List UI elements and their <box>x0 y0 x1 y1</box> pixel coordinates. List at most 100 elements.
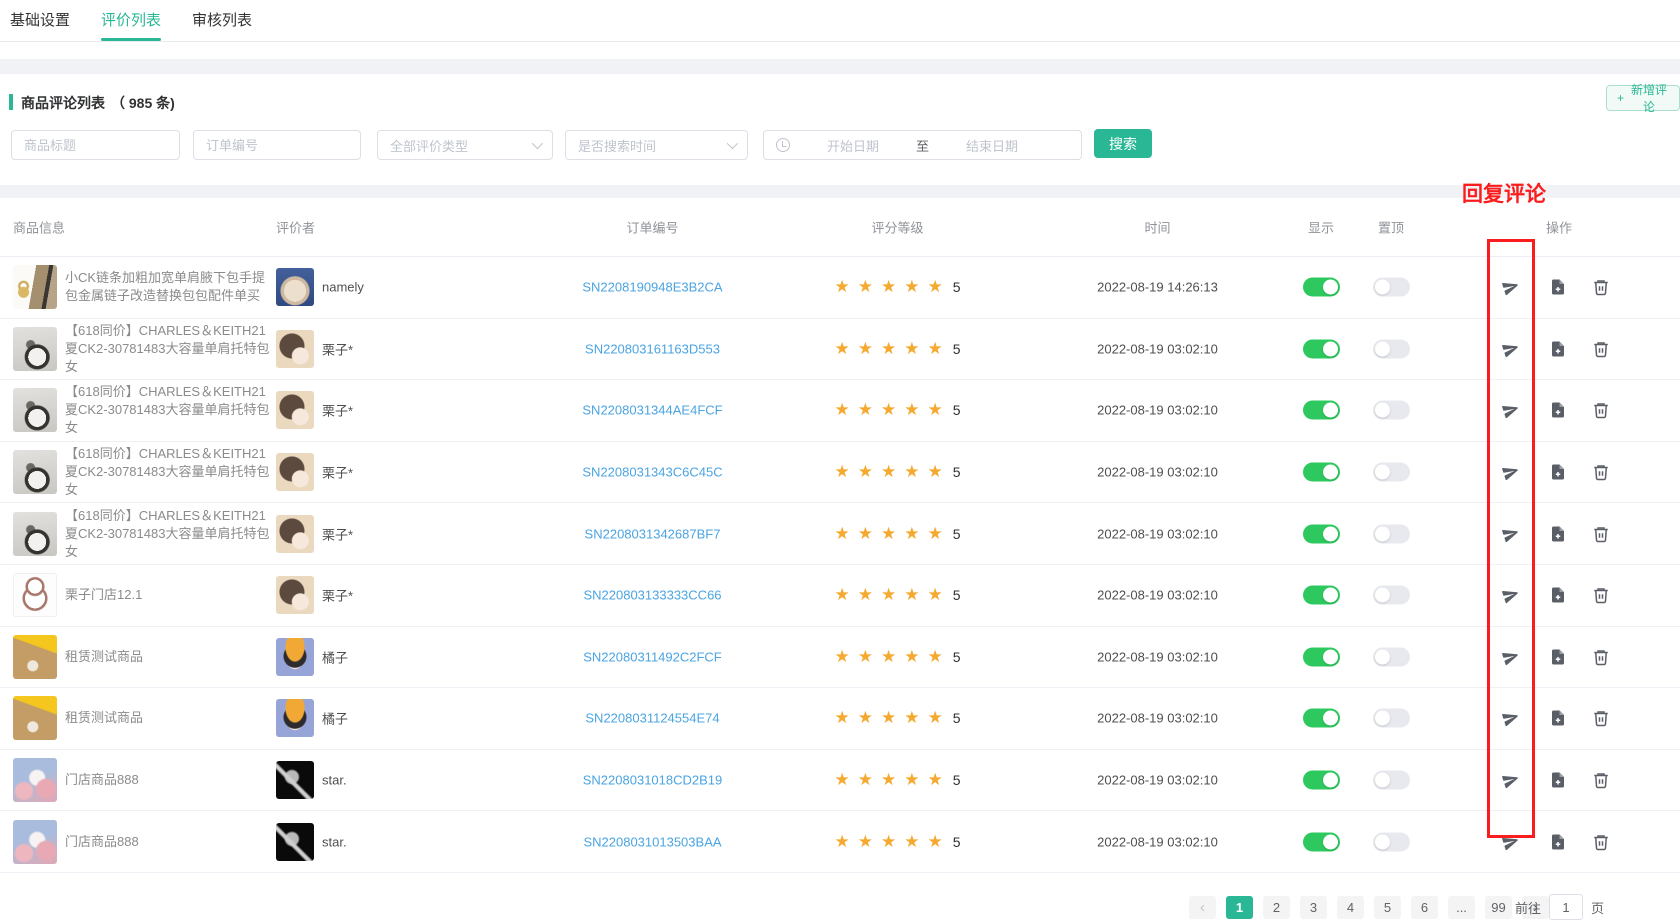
start-date-field[interactable]: 开始日期 <box>826 138 879 154</box>
show-toggle[interactable] <box>1303 832 1340 852</box>
tab-基础设置[interactable]: 基础设置 <box>10 12 71 29</box>
date-range-picker[interactable]: 开始日期 至 结束日期 <box>763 130 1082 160</box>
copy-review-button[interactable] <box>1549 833 1567 851</box>
show-toggle[interactable] <box>1303 585 1340 605</box>
tab-审核列表[interactable]: 审核列表 <box>192 12 253 29</box>
order-number-link[interactable]: SN22080311492C2FCF <box>583 649 722 665</box>
pin-toggle[interactable] <box>1373 339 1410 359</box>
review-time: 2022-08-19 03:02:10 <box>1097 649 1218 665</box>
page-button-5[interactable]: 5 <box>1374 896 1401 919</box>
copy-review-button[interactable] <box>1549 463 1567 481</box>
page-button-6[interactable]: 6 <box>1411 896 1438 919</box>
copy-review-button[interactable] <box>1549 340 1567 358</box>
page-button-4[interactable]: 4 <box>1337 896 1364 919</box>
file-plus-icon <box>1552 772 1564 788</box>
reply-send-button[interactable] <box>1502 648 1520 666</box>
copy-review-button[interactable] <box>1549 525 1567 543</box>
chevron-down-icon <box>726 137 739 150</box>
delete-button[interactable] <box>1592 833 1610 851</box>
panel-count: （ 985 条) <box>111 95 175 111</box>
next-page-button[interactable]: › <box>1522 896 1549 919</box>
reply-send-button[interactable] <box>1502 401 1520 419</box>
order-number-link[interactable]: SN2208031124554E74 <box>585 710 720 726</box>
order-number-link[interactable]: SN2208031343C6C45C <box>582 464 723 480</box>
pin-toggle[interactable] <box>1373 524 1410 544</box>
show-toggle[interactable] <box>1303 524 1340 544</box>
copy-review-button[interactable] <box>1549 648 1567 666</box>
delete-button[interactable] <box>1592 771 1610 789</box>
delete-button[interactable] <box>1592 463 1610 481</box>
reply-send-button[interactable] <box>1502 463 1520 481</box>
show-toggle[interactable] <box>1303 770 1340 790</box>
order-number-link[interactable]: SN2208031018CD2B19 <box>582 772 723 788</box>
delete-button[interactable] <box>1592 648 1610 666</box>
paper-plane-icon <box>1502 714 1518 727</box>
pin-toggle[interactable] <box>1373 462 1410 482</box>
pin-toggle[interactable] <box>1373 770 1410 790</box>
reply-send-button[interactable] <box>1502 340 1520 358</box>
show-toggle[interactable] <box>1303 708 1340 728</box>
pin-toggle[interactable] <box>1373 585 1410 605</box>
order-number-link[interactable]: SN220803133333CC66 <box>583 587 722 603</box>
show-toggle[interactable] <box>1303 647 1340 667</box>
copy-review-button[interactable] <box>1549 278 1567 296</box>
order-number-link[interactable]: SN2208031342687BF7 <box>584 526 721 542</box>
pin-toggle[interactable] <box>1373 277 1410 297</box>
pin-toggle[interactable] <box>1373 708 1410 728</box>
more-pages-button[interactable]: ... <box>1448 896 1475 919</box>
order-number-link[interactable]: SN2208031013503BAA <box>583 834 722 850</box>
search-button[interactable]: 搜索 <box>1094 129 1152 158</box>
delete-button[interactable] <box>1592 586 1610 604</box>
show-toggle[interactable] <box>1303 462 1340 482</box>
page-button-99[interactable]: 99 <box>1485 896 1512 919</box>
product-image <box>13 819 57 864</box>
add-review-button[interactable]: + 新增评论 <box>1606 83 1680 114</box>
toggle-knob <box>1323 649 1338 665</box>
star-icons: ★★★★★ <box>834 708 951 728</box>
product-image <box>13 758 57 803</box>
add-review-label: 新增评论 <box>1631 83 1668 114</box>
column-header: 商品信息 <box>13 220 66 236</box>
delete-button[interactable] <box>1592 709 1610 727</box>
copy-review-button[interactable] <box>1549 771 1567 789</box>
page-button-2[interactable]: 2 <box>1263 896 1290 919</box>
reviewer-avatar <box>276 329 314 368</box>
product-title-input[interactable] <box>11 130 180 160</box>
tab-评价列表[interactable]: 评价列表 <box>101 0 162 41</box>
reply-send-button[interactable] <box>1502 833 1520 851</box>
show-toggle[interactable] <box>1303 400 1340 420</box>
copy-review-button[interactable] <box>1549 586 1567 604</box>
order-number-link[interactable]: SN220803161163D553 <box>585 341 720 357</box>
show-toggle[interactable] <box>1303 277 1340 297</box>
show-toggle[interactable] <box>1303 339 1340 359</box>
page-button-1[interactable]: 1 <box>1226 896 1253 919</box>
pin-toggle[interactable] <box>1373 647 1410 667</box>
table-row: 栗子门店12.1 栗子* SN220803133333CC66 ★★★★★ 5 2… <box>0 565 1680 627</box>
reply-send-button[interactable] <box>1502 278 1520 296</box>
reviewer-name: 栗子* <box>322 403 354 419</box>
page-button-3[interactable]: 3 <box>1300 896 1327 919</box>
order-number-link[interactable]: SN2208031344AE4FCF <box>582 402 723 418</box>
delete-button[interactable] <box>1592 278 1610 296</box>
pin-toggle[interactable] <box>1373 832 1410 852</box>
reply-send-button[interactable] <box>1502 586 1520 604</box>
toggle-knob <box>1375 464 1390 480</box>
pin-toggle[interactable] <box>1373 400 1410 420</box>
search-time-select[interactable]: 是否搜索时间 <box>565 130 748 160</box>
delete-button[interactable] <box>1592 340 1610 358</box>
prev-page-button[interactable]: ‹ <box>1189 896 1216 919</box>
reply-send-button[interactable] <box>1502 709 1520 727</box>
copy-review-button[interactable] <box>1549 401 1567 419</box>
reply-send-button[interactable] <box>1502 525 1520 543</box>
rating-score: 5 <box>952 648 961 665</box>
delete-button[interactable] <box>1592 525 1610 543</box>
review-type-select[interactable]: 全部评价类型 <box>377 130 553 160</box>
copy-review-button[interactable] <box>1549 709 1567 727</box>
end-date-field[interactable]: 结束日期 <box>966 138 1019 154</box>
order-number-link[interactable]: SN2208190948E3B2CA <box>582 279 723 295</box>
goto-page-input[interactable] <box>1549 894 1584 920</box>
order-no-input[interactable] <box>193 130 361 160</box>
review-time: 2022-08-19 03:02:10 <box>1097 834 1218 850</box>
reply-send-button[interactable] <box>1502 771 1520 789</box>
delete-button[interactable] <box>1592 401 1610 419</box>
